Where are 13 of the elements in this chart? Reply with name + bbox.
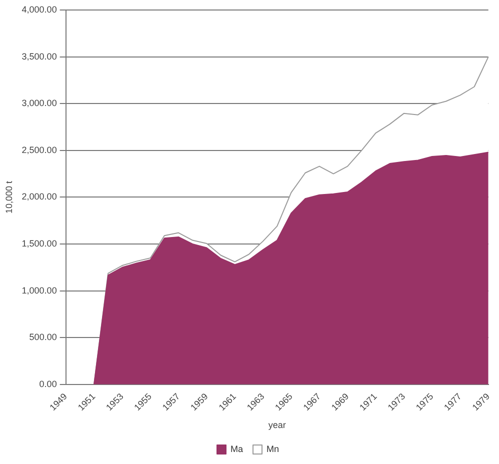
y-axis-title: 10,000 t (4, 180, 14, 214)
y-tick-label: 1,500.00 (22, 238, 57, 248)
y-tick-label: 1,000.00 (22, 285, 57, 296)
y-tick-label: 2,000.00 (22, 192, 57, 202)
y-tick-label: 4,000.00 (22, 4, 57, 14)
y-tick-label: 0.00 (39, 378, 57, 389)
y-tick-label: 3,000.00 (22, 98, 57, 108)
y-tick-label: 3,500.00 (22, 51, 57, 62)
legend-label: Mn (266, 444, 280, 454)
y-tick-label: 500.00 (29, 332, 57, 342)
y-tick-label: 2,500.00 (22, 144, 57, 155)
x-axis-title: year (268, 420, 286, 430)
legend-label: Ma (230, 444, 244, 454)
